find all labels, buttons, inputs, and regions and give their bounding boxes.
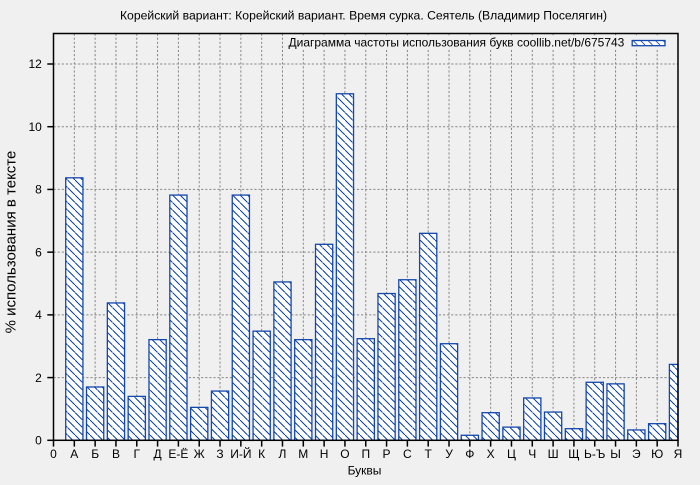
svg-text:6: 6 — [35, 245, 42, 259]
svg-text:З: З — [216, 447, 223, 461]
svg-text:Ю: Ю — [651, 447, 663, 461]
svg-text:Корейский вариант: Корейский в: Корейский вариант: Корейский вариант. Вр… — [120, 9, 607, 23]
svg-text:Э: Э — [632, 447, 641, 461]
svg-text:П: П — [361, 447, 370, 461]
svg-text:Буквы: Буквы — [348, 464, 382, 478]
svg-text:У: У — [445, 447, 453, 461]
svg-text:Л: Л — [279, 447, 287, 461]
svg-text:4: 4 — [35, 308, 42, 322]
svg-text:10: 10 — [28, 120, 42, 134]
svg-text:0: 0 — [35, 434, 42, 448]
svg-text:2: 2 — [35, 371, 42, 385]
svg-text:12: 12 — [28, 57, 42, 71]
svg-text:Ы: Ы — [610, 447, 621, 461]
svg-text:Н: Н — [320, 447, 329, 461]
svg-text:Ц: Ц — [507, 447, 516, 461]
svg-text:% использования в тексте: % использования в тексте — [3, 151, 20, 334]
svg-text:М: М — [298, 447, 308, 461]
svg-text:0: 0 — [50, 447, 57, 461]
svg-text:А: А — [70, 447, 78, 461]
svg-text:В: В — [112, 447, 120, 461]
svg-text:Ч: Ч — [528, 447, 536, 461]
svg-text:Д: Д — [154, 447, 162, 461]
svg-text:Г: Г — [134, 447, 141, 461]
svg-text:Я: Я — [674, 447, 683, 461]
svg-text:И-Й: И-Й — [230, 446, 251, 461]
svg-text:Ш: Ш — [548, 447, 559, 461]
svg-text:Т: Т — [425, 447, 433, 461]
svg-text:Б: Б — [91, 447, 99, 461]
svg-text:Е-Ё: Е-Ё — [168, 447, 188, 461]
svg-text:Ь-Ъ: Ь-Ъ — [584, 447, 605, 461]
svg-text:Диаграмма частоты использовани: Диаграмма частоты использования букв coo… — [289, 35, 625, 49]
svg-text:О: О — [340, 447, 349, 461]
svg-text:Ж: Ж — [194, 447, 205, 461]
svg-text:Ф: Ф — [465, 447, 474, 461]
svg-text:Р: Р — [383, 447, 391, 461]
svg-text:Щ: Щ — [568, 447, 579, 461]
svg-text:С: С — [403, 447, 412, 461]
svg-text:К: К — [258, 447, 265, 461]
svg-text:Х: Х — [487, 447, 495, 461]
svg-text:8: 8 — [35, 183, 42, 197]
